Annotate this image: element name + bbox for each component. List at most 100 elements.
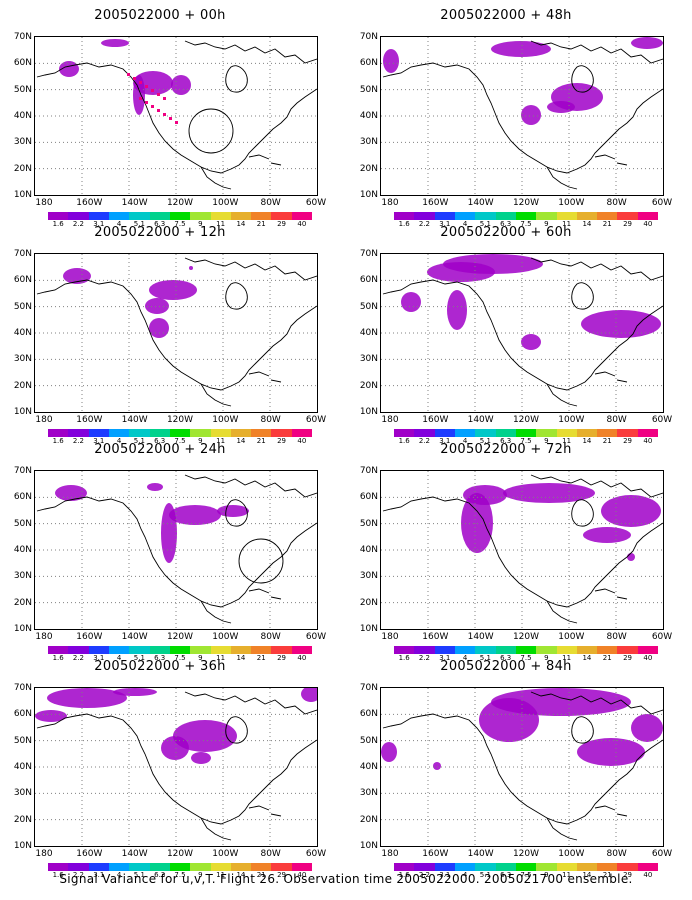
variance-region	[583, 527, 631, 543]
colorbar-label: 29	[623, 654, 632, 662]
longitude-label: 180	[381, 849, 399, 859]
variance-region	[35, 710, 67, 722]
colorbar	[394, 212, 659, 220]
observation-marker	[139, 97, 142, 100]
latitude-label: 70N	[13, 466, 32, 476]
colorbar-swatch	[597, 646, 618, 654]
variance-region	[433, 762, 441, 770]
colorbar-swatch	[291, 212, 313, 220]
latitude-label: 40N	[359, 545, 378, 555]
map-panel-36h: 2005022000 + 36h 70N 60N 50N 40N 30N 20N 10N 180…	[0, 659, 326, 879]
colorbar-label: 29	[277, 654, 286, 662]
colorbar-swatch	[251, 646, 272, 654]
colorbar-label: 21	[256, 654, 266, 662]
map-area	[34, 470, 318, 630]
latitude-label: 30N	[13, 137, 32, 148]
colorbar-label: 5.1	[133, 437, 145, 445]
colorbar-swatch	[68, 429, 89, 437]
colorbar-label: 7.5	[174, 654, 186, 662]
colorbar-label: 29	[277, 437, 286, 445]
colorbar-label: 11	[216, 871, 226, 879]
variance-region	[381, 742, 397, 762]
colorbar-swatch	[149, 429, 170, 437]
variance-region	[577, 738, 645, 766]
colorbar-swatch	[271, 212, 292, 220]
latitude-label: 50N	[13, 518, 32, 529]
variance-region	[383, 49, 399, 73]
latitude-label: 30N	[359, 137, 378, 148]
colorbar-label: 7.5	[520, 654, 532, 662]
colorbar-label: 3.1	[439, 220, 451, 228]
coastline	[546, 600, 578, 624]
coastline	[200, 817, 232, 841]
colorbar-swatch	[169, 646, 191, 654]
coastline	[571, 65, 594, 93]
colorbar-label: 5.1	[479, 871, 491, 879]
observation-marker	[139, 81, 142, 84]
colorbar-swatch	[515, 863, 537, 871]
map-panel-60h: 2005022000 + 60h 70N 60N 50N 40N 30N 20N 10N 180…	[346, 225, 672, 447]
colorbar-label: 5.1	[133, 220, 145, 228]
longitude-label: 120W	[166, 198, 194, 208]
longitude-label: 160W	[76, 415, 103, 425]
colorbar-swatch	[108, 863, 130, 871]
colorbar-swatch	[394, 863, 415, 871]
colorbar-swatch	[48, 863, 69, 871]
longitude-label: 180	[35, 632, 53, 642]
colorbar-label: 21	[602, 437, 612, 445]
colorbar-swatch	[210, 429, 231, 437]
colorbar-swatch	[556, 863, 577, 871]
longitude-label: 80W	[606, 198, 627, 208]
colorbar-swatch	[251, 212, 272, 220]
colorbar-swatch	[536, 646, 557, 654]
colorbar-label: 6.3	[154, 871, 166, 879]
latitude-label: 30N	[13, 354, 32, 365]
colorbar-label: 9	[544, 220, 549, 228]
colorbar-swatch	[149, 863, 170, 871]
colorbar-swatch	[48, 429, 69, 437]
coastline	[546, 166, 578, 190]
colorbar-swatch	[48, 212, 69, 220]
colorbar-swatch	[637, 212, 659, 220]
longitude-label: 80W	[260, 198, 281, 208]
longitude-label: 160W	[76, 849, 103, 859]
colorbar-swatch	[88, 646, 109, 654]
latitude-label: 20N	[13, 814, 32, 825]
colorbar-swatch	[434, 646, 455, 654]
latitude-label: 20N	[359, 814, 378, 825]
colorbar-swatch	[495, 863, 516, 871]
coastline	[200, 383, 232, 407]
colorbar-swatch	[414, 646, 435, 654]
colorbar-labels: 1.6 2.2 3.1 4 5.1 6.3 7.5 9 11 14 21 29 40	[394, 437, 658, 447]
coastline	[594, 805, 628, 817]
latitude-label: 30N	[13, 571, 32, 582]
coastline	[225, 282, 248, 310]
colorbar-labels: 1.6 2.2 3.1 4 5.1 6.3 7.5 9 11 14 21 29 40	[48, 437, 312, 447]
variance-region	[113, 688, 157, 696]
map-panel-72h: 2005022000 + 72h 70N 60N 50N 40N 30N 20N 10N 180…	[346, 442, 672, 664]
variance-region	[447, 290, 467, 330]
colorbar-swatch	[454, 646, 476, 654]
colorbar-labels: 1.6 2.2 3.1 4 5.1 6.3 7.5 9 11 14 21 29 40	[394, 654, 658, 664]
colorbar-swatch	[68, 212, 89, 220]
colorbar-swatch	[414, 863, 435, 871]
colorbar-swatch	[251, 429, 272, 437]
colorbar-swatch	[637, 429, 659, 437]
coastline	[36, 496, 317, 608]
latitude-label: 10N	[359, 841, 378, 851]
colorbar-label: 21	[602, 871, 612, 879]
map-svg	[35, 254, 317, 412]
colorbar-swatch	[515, 212, 537, 220]
coastline	[184, 257, 317, 281]
variance-region	[191, 752, 211, 764]
map-svg	[381, 688, 663, 846]
longitude-label: 80W	[260, 415, 281, 425]
coastline	[571, 282, 594, 310]
coastline	[36, 713, 317, 825]
colorbar-swatch	[251, 863, 272, 871]
latitude-label: 50N	[13, 84, 32, 95]
colorbar-swatch	[434, 429, 455, 437]
map-panel-84h: 2005022000 + 84h 70N 60N 50N 40N 30N 20N 10N 180…	[346, 659, 672, 879]
latitude-label: 60N	[359, 492, 378, 503]
colorbar-label: 4	[116, 437, 122, 445]
